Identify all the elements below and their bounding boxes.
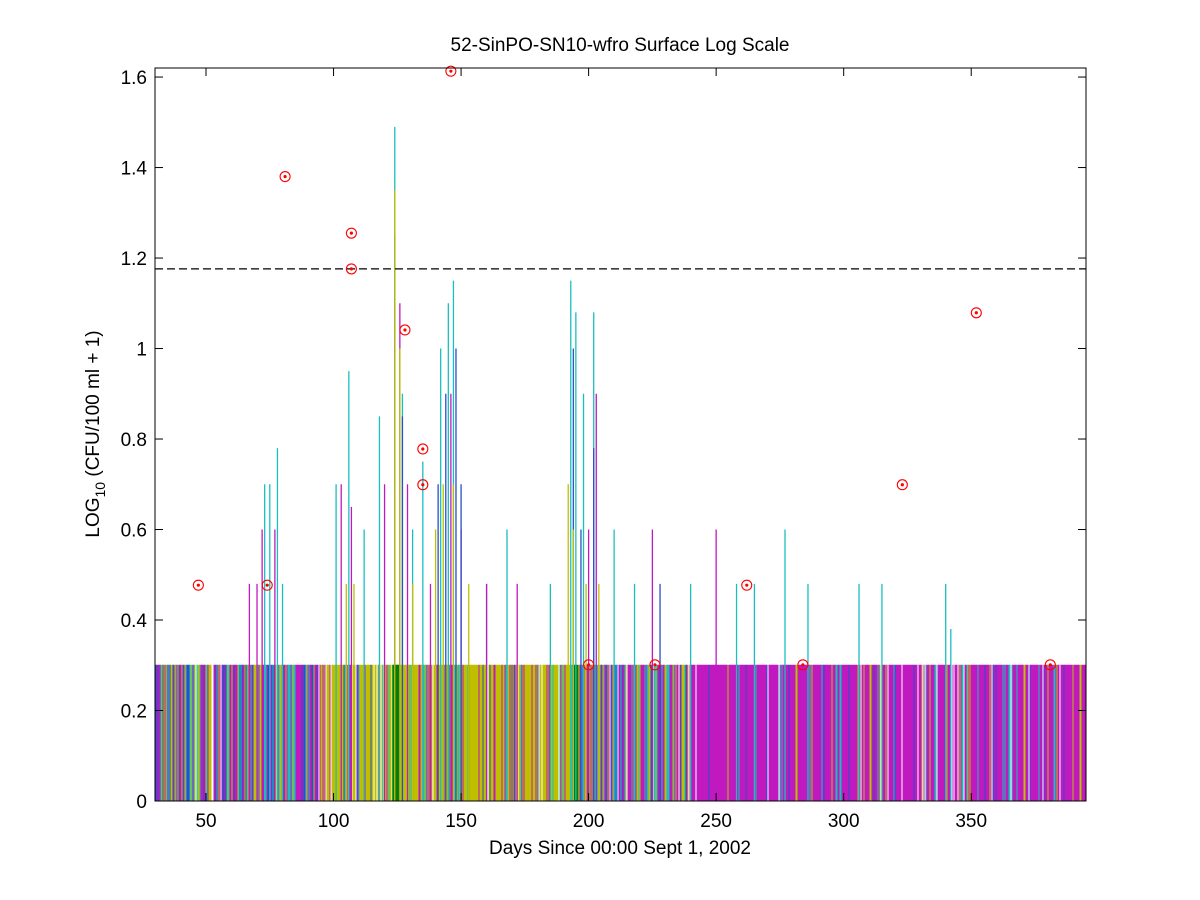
y-axis-label-units: (CFU/100 ml + 1)	[83, 330, 104, 482]
spike-bars	[248, 126, 952, 801]
sample-marker-ring	[279, 171, 291, 183]
sample-marker-dot	[265, 583, 269, 587]
sample-marker-dot	[349, 231, 354, 235]
x-axis-ticks: 50 100 150 200 250 300 350	[195, 68, 987, 832]
y-tick-label: 1	[136, 340, 147, 361]
sample-marker-dot	[196, 583, 200, 587]
sample-marker	[261, 579, 273, 591]
sample-marker-dot	[449, 69, 453, 73]
sample-marker-dot	[801, 663, 805, 667]
sample-marker-ring	[345, 227, 357, 239]
sample-marker-ring	[649, 659, 661, 671]
y-tick-label: 1.4	[121, 159, 148, 180]
sample-marker	[970, 307, 982, 319]
y-axis-ticks: 0 0.2 0.4 0.6 0.8 1 1.2 1.4 1.6	[121, 68, 1086, 813]
sample-marker	[741, 579, 753, 591]
baseline-band	[392, 664, 400, 801]
x-tick-label: 300	[828, 811, 860, 832]
y-tick-label: 0.8	[121, 430, 147, 451]
sample-marker-ring	[345, 263, 357, 275]
y-tick-label: 0.4	[121, 611, 148, 632]
y-axis-label-main: LOG	[83, 497, 104, 537]
x-tick-label: 250	[700, 811, 732, 832]
sample-marker-ring	[970, 307, 982, 319]
x-tick-label: 100	[318, 811, 350, 832]
x-tick-label: 350	[955, 811, 987, 832]
sample-marker-ring	[399, 324, 411, 336]
sample-marker	[417, 479, 429, 491]
chart-title: 52-SinPO-SN10-wfro Surface Log Scale	[451, 35, 790, 56]
sample-marker-ring	[797, 659, 809, 671]
sample-marker	[896, 479, 908, 491]
y-tick-label: 1.2	[121, 249, 147, 270]
y-axis-label: LOG10 (CFU/100 ml + 1)	[83, 330, 108, 537]
sample-marker-ring	[741, 579, 753, 591]
x-tick-label: 200	[573, 811, 605, 832]
sample-marker-ring	[192, 579, 204, 591]
y-tick-label: 0	[136, 792, 147, 813]
sample-marker-dot	[587, 663, 591, 667]
sample-marker	[417, 443, 429, 455]
sample-marker-dot	[421, 447, 425, 451]
sample-markers	[192, 65, 1056, 671]
sample-marker-ring	[1044, 659, 1056, 671]
y-tick-label: 0.6	[121, 521, 147, 542]
sample-marker	[192, 579, 204, 591]
sample-marker-ring	[261, 579, 273, 591]
sample-marker	[345, 227, 357, 239]
sample-marker-dot	[745, 583, 749, 587]
sample-marker-dot	[1048, 663, 1052, 667]
sample-marker-ring	[445, 65, 457, 77]
sample-marker-dot	[421, 483, 425, 487]
plot-frame	[154, 67, 1087, 802]
sample-marker	[1044, 659, 1056, 671]
sample-marker-ring	[417, 443, 429, 455]
sample-marker	[649, 659, 661, 671]
x-tick-label: 150	[445, 811, 477, 832]
sample-marker	[583, 659, 595, 671]
y-tick-label: 0.2	[121, 702, 147, 723]
y-tick-label: 1.6	[121, 68, 147, 89]
y-axis-label-subscript: 10	[92, 482, 108, 498]
sample-marker	[279, 171, 291, 183]
sample-marker-dot	[653, 663, 657, 667]
sample-marker-dot	[283, 174, 287, 179]
sample-marker-ring	[583, 659, 595, 671]
sample-marker-ring	[896, 479, 908, 491]
sample-marker-dot	[349, 267, 354, 271]
sample-marker-dot	[900, 483, 904, 487]
sample-marker-dot	[974, 311, 978, 315]
sample-marker-ring	[417, 479, 429, 491]
plot-area	[155, 65, 1086, 801]
sample-marker	[345, 263, 357, 275]
sample-marker	[445, 65, 457, 77]
sample-marker	[797, 659, 809, 671]
x-axis-label: Days Since 00:00 Sept 1, 2002	[489, 838, 751, 859]
x-tick-label: 50	[195, 811, 216, 832]
sample-marker	[399, 324, 411, 336]
sample-marker-dot	[403, 328, 407, 332]
